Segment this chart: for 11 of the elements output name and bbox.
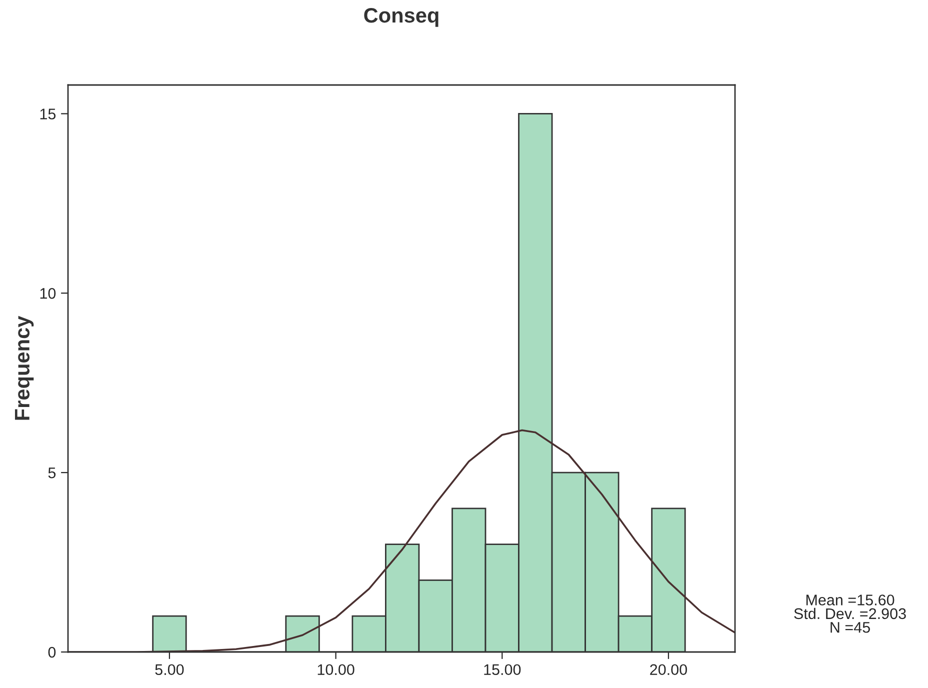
text: Mean =15.60 Std. Dev. =2.903 N =45: [794, 594, 906, 633]
y-tick-label: 0: [48, 646, 56, 658]
x-tick-label: 15.00: [484, 664, 521, 676]
y-tick-label: 10: [40, 288, 56, 299]
chart-title: Conseq: [364, 8, 438, 27]
x-tick-label: 10.00: [318, 664, 354, 676]
x-tick-label: 20.00: [650, 664, 687, 676]
y-tick-label: 5: [48, 468, 56, 478]
x-tick-label: 5.00: [155, 664, 184, 676]
y-tick-label: 15: [40, 108, 56, 120]
y-axis-title: Frequency: [14, 316, 34, 420]
